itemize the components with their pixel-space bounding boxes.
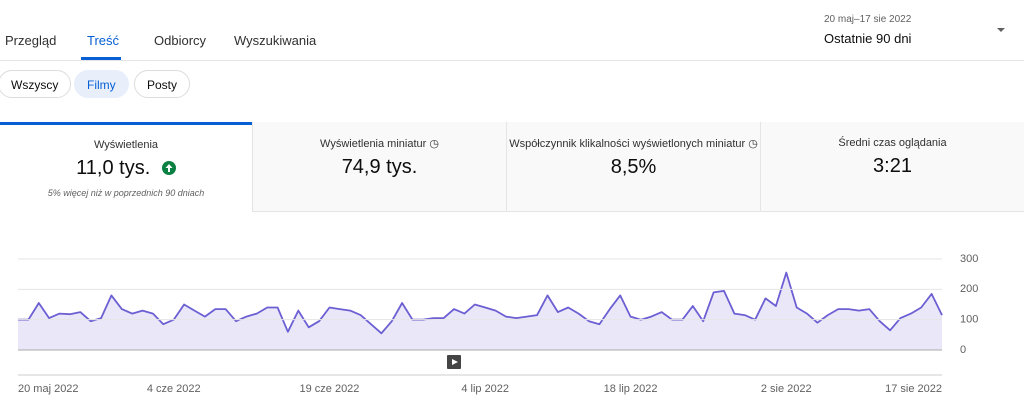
date-label[interactable]: Ostatnie 90 dni (824, 31, 912, 46)
x-tick-label: 18 lip 2022 (604, 383, 658, 395)
metric-value: 11,0 tys. (0, 157, 252, 180)
header-divider (0, 60, 1024, 61)
metric-note: 5% więcej niż w poprzednich 90 dniach (47, 188, 205, 198)
y-tick-label: 0 (960, 344, 966, 356)
up-icon (161, 161, 176, 175)
metric-card[interactable]: Średni czas oglądania 3:21 (760, 122, 1024, 212)
tab[interactable]: Przegląd (5, 33, 57, 48)
metric-card[interactable]: Współczynnik klikalności wyświetlonych m… (506, 122, 760, 212)
metric-card[interactable]: Wyświetlenia miniatur ◷ 74,9 tys. (252, 122, 506, 212)
y-tick-label: 200 (960, 283, 978, 295)
line (18, 271, 943, 335)
metric-value: 74,9 tys. (341, 156, 418, 178)
metric-value-text: 11,0 tys. (76, 157, 151, 179)
tab[interactable]: Treść (87, 33, 120, 48)
metric-label-text: Wyświetlenia miniatur (320, 138, 427, 150)
dropdown-arrow[interactable] (997, 28, 1007, 34)
metric-card[interactable]: Wyświetlenia 11,0 tys. 5% więcej niż w p… (0, 122, 252, 212)
filter-chip[interactable]: Filmy (74, 70, 129, 98)
x-tick-label: 17 sie 2022 (885, 383, 942, 395)
x-tick-label: 2 sie 2022 (761, 383, 812, 395)
filter-chip[interactable]: Wszyscy (0, 70, 72, 98)
area (18, 272, 942, 350)
metric-value: 3:21 (873, 155, 912, 177)
x-tick-label: 20 maj 2022 (18, 383, 79, 395)
x-tick-label: 19 cze 2022 (299, 383, 359, 395)
y-tick-label: 300 (960, 253, 978, 265)
x-tick-label: 4 cze 2022 (147, 383, 201, 395)
y-tick-label: 100 (960, 314, 978, 326)
metric-label: Średni czas oglądania (838, 137, 947, 149)
metric-value: 8,5% (610, 156, 657, 178)
metric-label: Wyświetlenia (93, 139, 159, 151)
filter-chip[interactable]: Posty (134, 70, 191, 98)
date-range[interactable]: 20 maj–17 sie 2022 (824, 14, 912, 25)
metric-label-text: Współczynnik klikalności wyświetlonych m… (509, 138, 746, 150)
tab[interactable]: Wyszukiwania (234, 33, 317, 48)
tab[interactable]: Odbiorcy (154, 33, 207, 48)
metric-label: Wyświetlenia miniatur ◷ (320, 138, 439, 150)
tab-indicator (81, 57, 121, 60)
play-icon (452, 359, 458, 365)
metric-label: Współczynnik klikalności wyświetlonych m… (509, 138, 758, 150)
x-tick-label: 4 lip 2022 (461, 383, 509, 395)
